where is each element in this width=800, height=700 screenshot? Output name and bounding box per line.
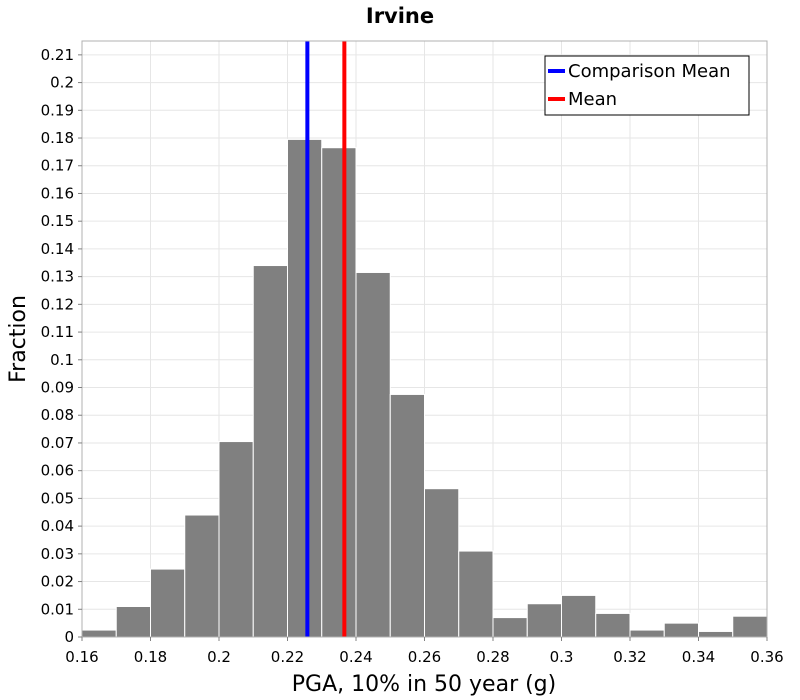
x-axis-label: PGA, 10% in 50 year (g) [292, 672, 556, 697]
y-tick-label: 0.21 [41, 46, 74, 64]
y-axis-label: Fraction [6, 295, 31, 383]
x-tick-label: 0.28 [476, 648, 509, 666]
histogram-bar [218, 441, 254, 638]
y-tick-label: 0.07 [41, 434, 74, 452]
y-tick-label: 0.03 [41, 545, 74, 563]
y-tick-label: 0.09 [41, 379, 74, 397]
legend: Comparison Mean Mean [544, 55, 750, 116]
legend-label-mean: Mean [568, 89, 617, 110]
histogram-bar [389, 393, 425, 638]
y-tick-label: 0.18 [41, 129, 74, 147]
y-tick-label: 0.08 [41, 406, 74, 424]
y-tick-label: 0.13 [41, 268, 74, 286]
histogram-bar [629, 629, 665, 638]
histogram-bar [424, 488, 460, 638]
x-tick-label: 0.24 [339, 648, 372, 666]
x-tick-label: 0.36 [750, 648, 783, 666]
y-tick-label: 0.12 [41, 295, 74, 313]
histogram-bar [321, 147, 357, 638]
x-tick-label: 0.3 [550, 648, 574, 666]
x-tick-label: 0.26 [408, 648, 441, 666]
y-tick-label: 0.2 [50, 74, 74, 92]
histogram-bar [526, 603, 562, 638]
y-tick-label: 0 [64, 628, 74, 646]
histogram-bar [184, 514, 220, 638]
x-tick-label: 0.22 [271, 648, 304, 666]
y-tick-label: 0.04 [41, 517, 74, 535]
histogram-bar [355, 271, 391, 638]
mean-lines [305, 41, 347, 637]
y-tick-label: 0.01 [41, 600, 74, 618]
y-tick-label: 0.11 [41, 323, 74, 341]
y-axis-ticks: 0 0.01 0.02 0.03 0.04 0.05 0.06 0.07 0.08 0.09 0.1… [41, 46, 82, 646]
y-tick-label: 0.02 [41, 573, 74, 591]
y-tick-label: 0.14 [41, 240, 74, 258]
histogram-bar [698, 630, 734, 638]
y-tick-label: 0.15 [41, 212, 74, 230]
y-tick-label: 0.06 [41, 462, 74, 480]
histogram-bar [732, 615, 768, 638]
histogram-bars [81, 138, 768, 638]
histogram-bar [561, 594, 597, 638]
histogram-bar [492, 617, 528, 638]
legend-box [544, 55, 750, 116]
histogram-bar [115, 606, 151, 638]
histogram-bar [287, 138, 323, 638]
histogram-bar [150, 568, 186, 638]
y-tick-label: 0.17 [41, 157, 74, 175]
histogram-bar [252, 265, 288, 638]
histogram-bar [663, 622, 699, 638]
x-tick-label: 0.34 [682, 648, 715, 666]
legend-label-comparison-mean: Comparison Mean [568, 61, 731, 82]
x-tick-label: 0.16 [65, 648, 98, 666]
y-tick-label: 0.1 [50, 351, 74, 369]
histogram-bar [81, 629, 117, 638]
y-tick-label: 0.16 [41, 184, 74, 202]
x-tick-label: 0.18 [134, 648, 167, 666]
y-tick-label: 0.19 [41, 101, 74, 119]
chart-title: Irvine [366, 4, 434, 28]
y-tick-label: 0.05 [41, 489, 74, 507]
x-axis-ticks: 0.16 0.18 0.2 0.22 0.24 0.26 0.28 0.3 0.32 0.34 0.… [65, 637, 784, 666]
histogram-bar [595, 612, 631, 638]
x-tick-label: 0.2 [207, 648, 231, 666]
x-tick-label: 0.32 [613, 648, 646, 666]
histogram-bar [458, 550, 494, 638]
